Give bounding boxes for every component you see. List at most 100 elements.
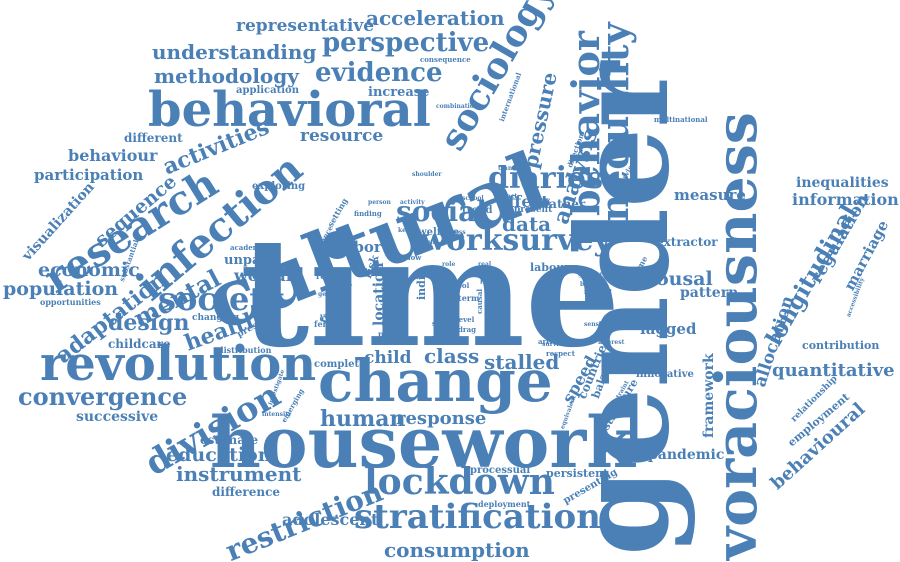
word-distribution: distribution: [218, 345, 272, 355]
word-causal: causal: [475, 288, 484, 314]
word-class: class: [424, 344, 480, 368]
word-labor: labor: [338, 238, 382, 256]
word-economic: economic: [38, 259, 140, 281]
word-framework: framework: [701, 353, 717, 438]
word-national: national: [584, 289, 612, 296]
word-perspective: perspective: [322, 28, 490, 58]
word-intensity: intensity: [262, 411, 292, 418]
word-representative: representative: [236, 16, 375, 36]
word-instrument: instrument: [176, 462, 302, 486]
word-measure: measure: [674, 186, 746, 204]
word-particular: particular: [630, 275, 664, 282]
word-evidence: evidence: [315, 58, 443, 88]
word-result: result: [432, 333, 456, 342]
word-drag: drag: [458, 325, 477, 334]
word-multinational: multinational: [654, 115, 708, 124]
word-spousal: spousal: [632, 268, 713, 290]
word-finding: finding: [354, 209, 382, 218]
word-persistent: persistent: [546, 467, 609, 480]
word-academic: academic: [230, 243, 268, 252]
word-paper: paper: [378, 329, 404, 339]
word-article: article: [538, 337, 564, 346]
word-more: more: [484, 299, 505, 308]
word-estimate: estimate: [200, 433, 259, 447]
word-opportunities: opportunities: [40, 297, 101, 307]
word-exploring: exploring: [252, 181, 306, 192]
word-greater: greater: [578, 271, 603, 278]
word-population: population: [3, 278, 119, 300]
word-real: real: [478, 261, 492, 268]
word-role: role: [442, 261, 456, 268]
word-pandemic: pandemic: [648, 447, 725, 463]
word-female: female: [314, 319, 345, 329]
word-social: social: [396, 195, 487, 228]
word-respect: respect: [546, 349, 575, 358]
word-stage: stage: [542, 321, 561, 328]
word-combination: combination: [436, 103, 479, 110]
word-behaviour: behaviour: [68, 146, 158, 165]
word-consumption: consumption: [384, 538, 530, 562]
word-worksurvey: worksurvey: [420, 223, 611, 258]
word-wave: wave: [490, 321, 510, 330]
word-change: change: [318, 347, 553, 415]
word-stratification: stratification: [354, 497, 601, 537]
word-convergence: convergence: [18, 382, 188, 411]
word-application: application: [236, 85, 299, 96]
word-labour: labour: [530, 261, 571, 274]
word-unpaid: unpaid: [224, 253, 275, 268]
word-information: information: [792, 190, 899, 209]
word-survival: survival: [542, 341, 569, 348]
word-school: school: [462, 195, 484, 202]
word-activity: activity: [400, 199, 425, 206]
word-society: society: [158, 280, 283, 318]
word-human: human: [320, 406, 406, 432]
word-different: different: [124, 131, 183, 145]
word-behavioral: behavioral: [148, 82, 431, 138]
word-adolescent: adolescent: [282, 510, 379, 529]
word-india: india: [415, 268, 428, 300]
word-general: general: [318, 291, 344, 298]
word-shoulder: shoulder: [412, 171, 442, 178]
word-methodology: methodology: [154, 64, 299, 88]
word-difference: difference: [212, 485, 281, 499]
word-poor: poor: [480, 275, 498, 284]
word-extractor: extractor: [656, 235, 718, 249]
word-transition: transition: [498, 165, 532, 172]
word-tool: tool: [454, 281, 470, 290]
word-contribution: contribution: [802, 339, 880, 352]
word-young: young: [320, 311, 348, 321]
word-study: study: [432, 319, 454, 328]
word-acceleration: acceleration: [366, 6, 505, 30]
word-revolution: revolution: [40, 336, 317, 392]
word-time: time: [240, 205, 621, 381]
word-lockdown: lockdown: [364, 461, 555, 503]
word-adult: adult: [420, 239, 438, 246]
word-voraciousness: voraciousness: [703, 112, 770, 560]
word-welfare: welfare: [418, 227, 460, 238]
word-education: education: [166, 444, 272, 466]
word-deployment: deployment: [478, 499, 531, 509]
word-burden: burden: [580, 281, 605, 288]
word-recent: recent: [316, 271, 345, 281]
word-cross: cross: [448, 229, 466, 236]
word-successive: successive: [76, 409, 159, 425]
word-person: person: [368, 199, 391, 206]
word-effect: effect: [498, 192, 549, 211]
word-innovative: innovative: [636, 369, 694, 380]
word-response: response: [396, 408, 487, 429]
word-father: father: [544, 197, 586, 211]
word-complete: complete: [314, 359, 366, 370]
word-changing: changing: [192, 313, 239, 323]
word-childcare: childcare: [108, 337, 171, 351]
word-lagged: lagged: [640, 320, 697, 338]
word-participation: participation: [34, 166, 144, 184]
word-housework: housework: [210, 401, 635, 484]
word-resource: resource: [300, 126, 384, 146]
word-pattern: pattern: [680, 285, 739, 301]
word-processual: processual: [470, 465, 531, 476]
word-interest: interest: [598, 339, 625, 346]
word-key: key: [398, 227, 410, 234]
word-data: data: [502, 212, 552, 236]
word-trend: trend: [462, 205, 493, 216]
